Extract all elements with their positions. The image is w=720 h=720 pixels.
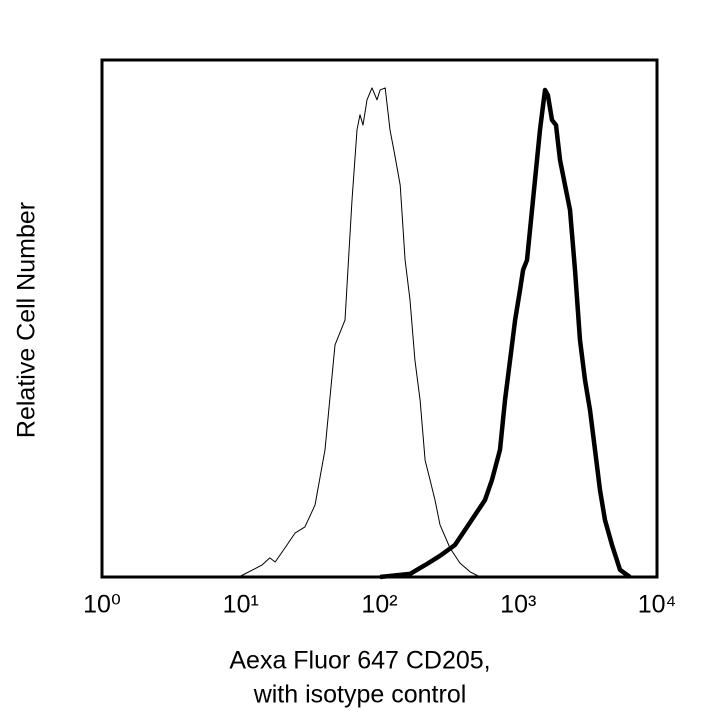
y-axis-label: Relative Cell Number bbox=[13, 202, 41, 438]
line bbox=[379, 87, 632, 580]
x-tick-label: 10² bbox=[361, 591, 397, 619]
x-tick-label: 10¹ bbox=[223, 591, 259, 619]
x-axis-label: with isotype control bbox=[253, 681, 467, 709]
x-tick-label: 10⁰ bbox=[83, 591, 121, 619]
x-axis-label: Aexa Fluor 647 CD205, bbox=[229, 647, 490, 675]
plot-frame bbox=[100, 58, 659, 579]
x-tick-label: 10³ bbox=[500, 591, 536, 619]
line bbox=[200, 87, 481, 578]
x-tick-label: 10⁴ bbox=[638, 591, 677, 619]
